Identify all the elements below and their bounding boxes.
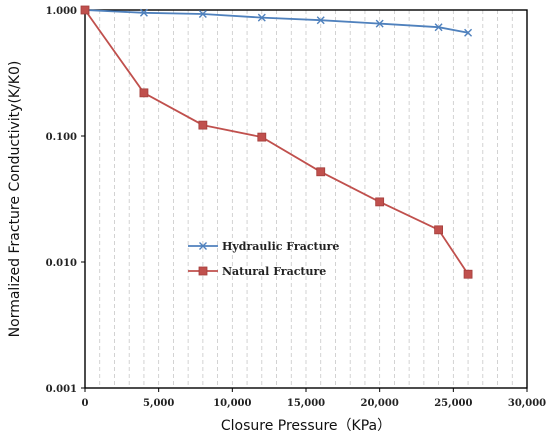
data-point bbox=[316, 16, 325, 25]
x-tick-label: 0 bbox=[82, 398, 89, 409]
legend-item-natural: Natural Fracture bbox=[188, 265, 326, 278]
data-point bbox=[139, 8, 148, 17]
data-point bbox=[80, 5, 90, 15]
y-tick-label: 1.000 bbox=[46, 6, 77, 17]
x-tick-label: 25,000 bbox=[434, 398, 472, 409]
data-point bbox=[434, 23, 443, 32]
series bbox=[80, 5, 473, 279]
series-line-1 bbox=[84, 9, 469, 275]
data-point bbox=[375, 19, 384, 28]
x-tick-label: 5,000 bbox=[143, 398, 174, 409]
data-point bbox=[316, 167, 326, 177]
grid bbox=[99, 10, 513, 388]
legend-label-natural: Natural Fracture bbox=[222, 265, 326, 278]
legend-item-hydraulic: Hydraulic Fracture bbox=[188, 240, 339, 253]
x-tick-label: 10,000 bbox=[213, 398, 251, 409]
data-point bbox=[464, 28, 473, 37]
series-line-0 bbox=[84, 9, 469, 34]
tick-labels: 0 5,000 10,000 15,000 20,000 25,000 30,000 0.00… bbox=[46, 6, 547, 409]
y-tick-label: 0.001 bbox=[46, 384, 77, 395]
x-tick-label: 30,000 bbox=[508, 398, 546, 409]
data-point bbox=[257, 13, 266, 22]
legend-marker-hydraulic bbox=[199, 242, 207, 250]
y-tick-label: 0.100 bbox=[46, 132, 77, 143]
y-tick-label: 0.010 bbox=[46, 258, 77, 269]
legend: Hydraulic Fracture Natural Fracture bbox=[188, 240, 339, 278]
data-point bbox=[198, 120, 208, 130]
x-tick-label: 20,000 bbox=[361, 398, 399, 409]
legend-label-hydraulic: Hydraulic Fracture bbox=[222, 240, 339, 253]
legend-marker-natural bbox=[198, 266, 208, 276]
data-point bbox=[434, 225, 444, 235]
x-tick-label: 15,000 bbox=[287, 398, 325, 409]
data-point bbox=[463, 269, 473, 279]
y-axis-title: Normalized Fracture Conductivity(K/K0) bbox=[7, 61, 23, 338]
data-point bbox=[257, 132, 267, 142]
data-point bbox=[139, 88, 149, 98]
data-point bbox=[375, 197, 385, 207]
x-axis-title: Closure Pressure（KPa） bbox=[221, 418, 391, 434]
data-point bbox=[198, 9, 207, 18]
